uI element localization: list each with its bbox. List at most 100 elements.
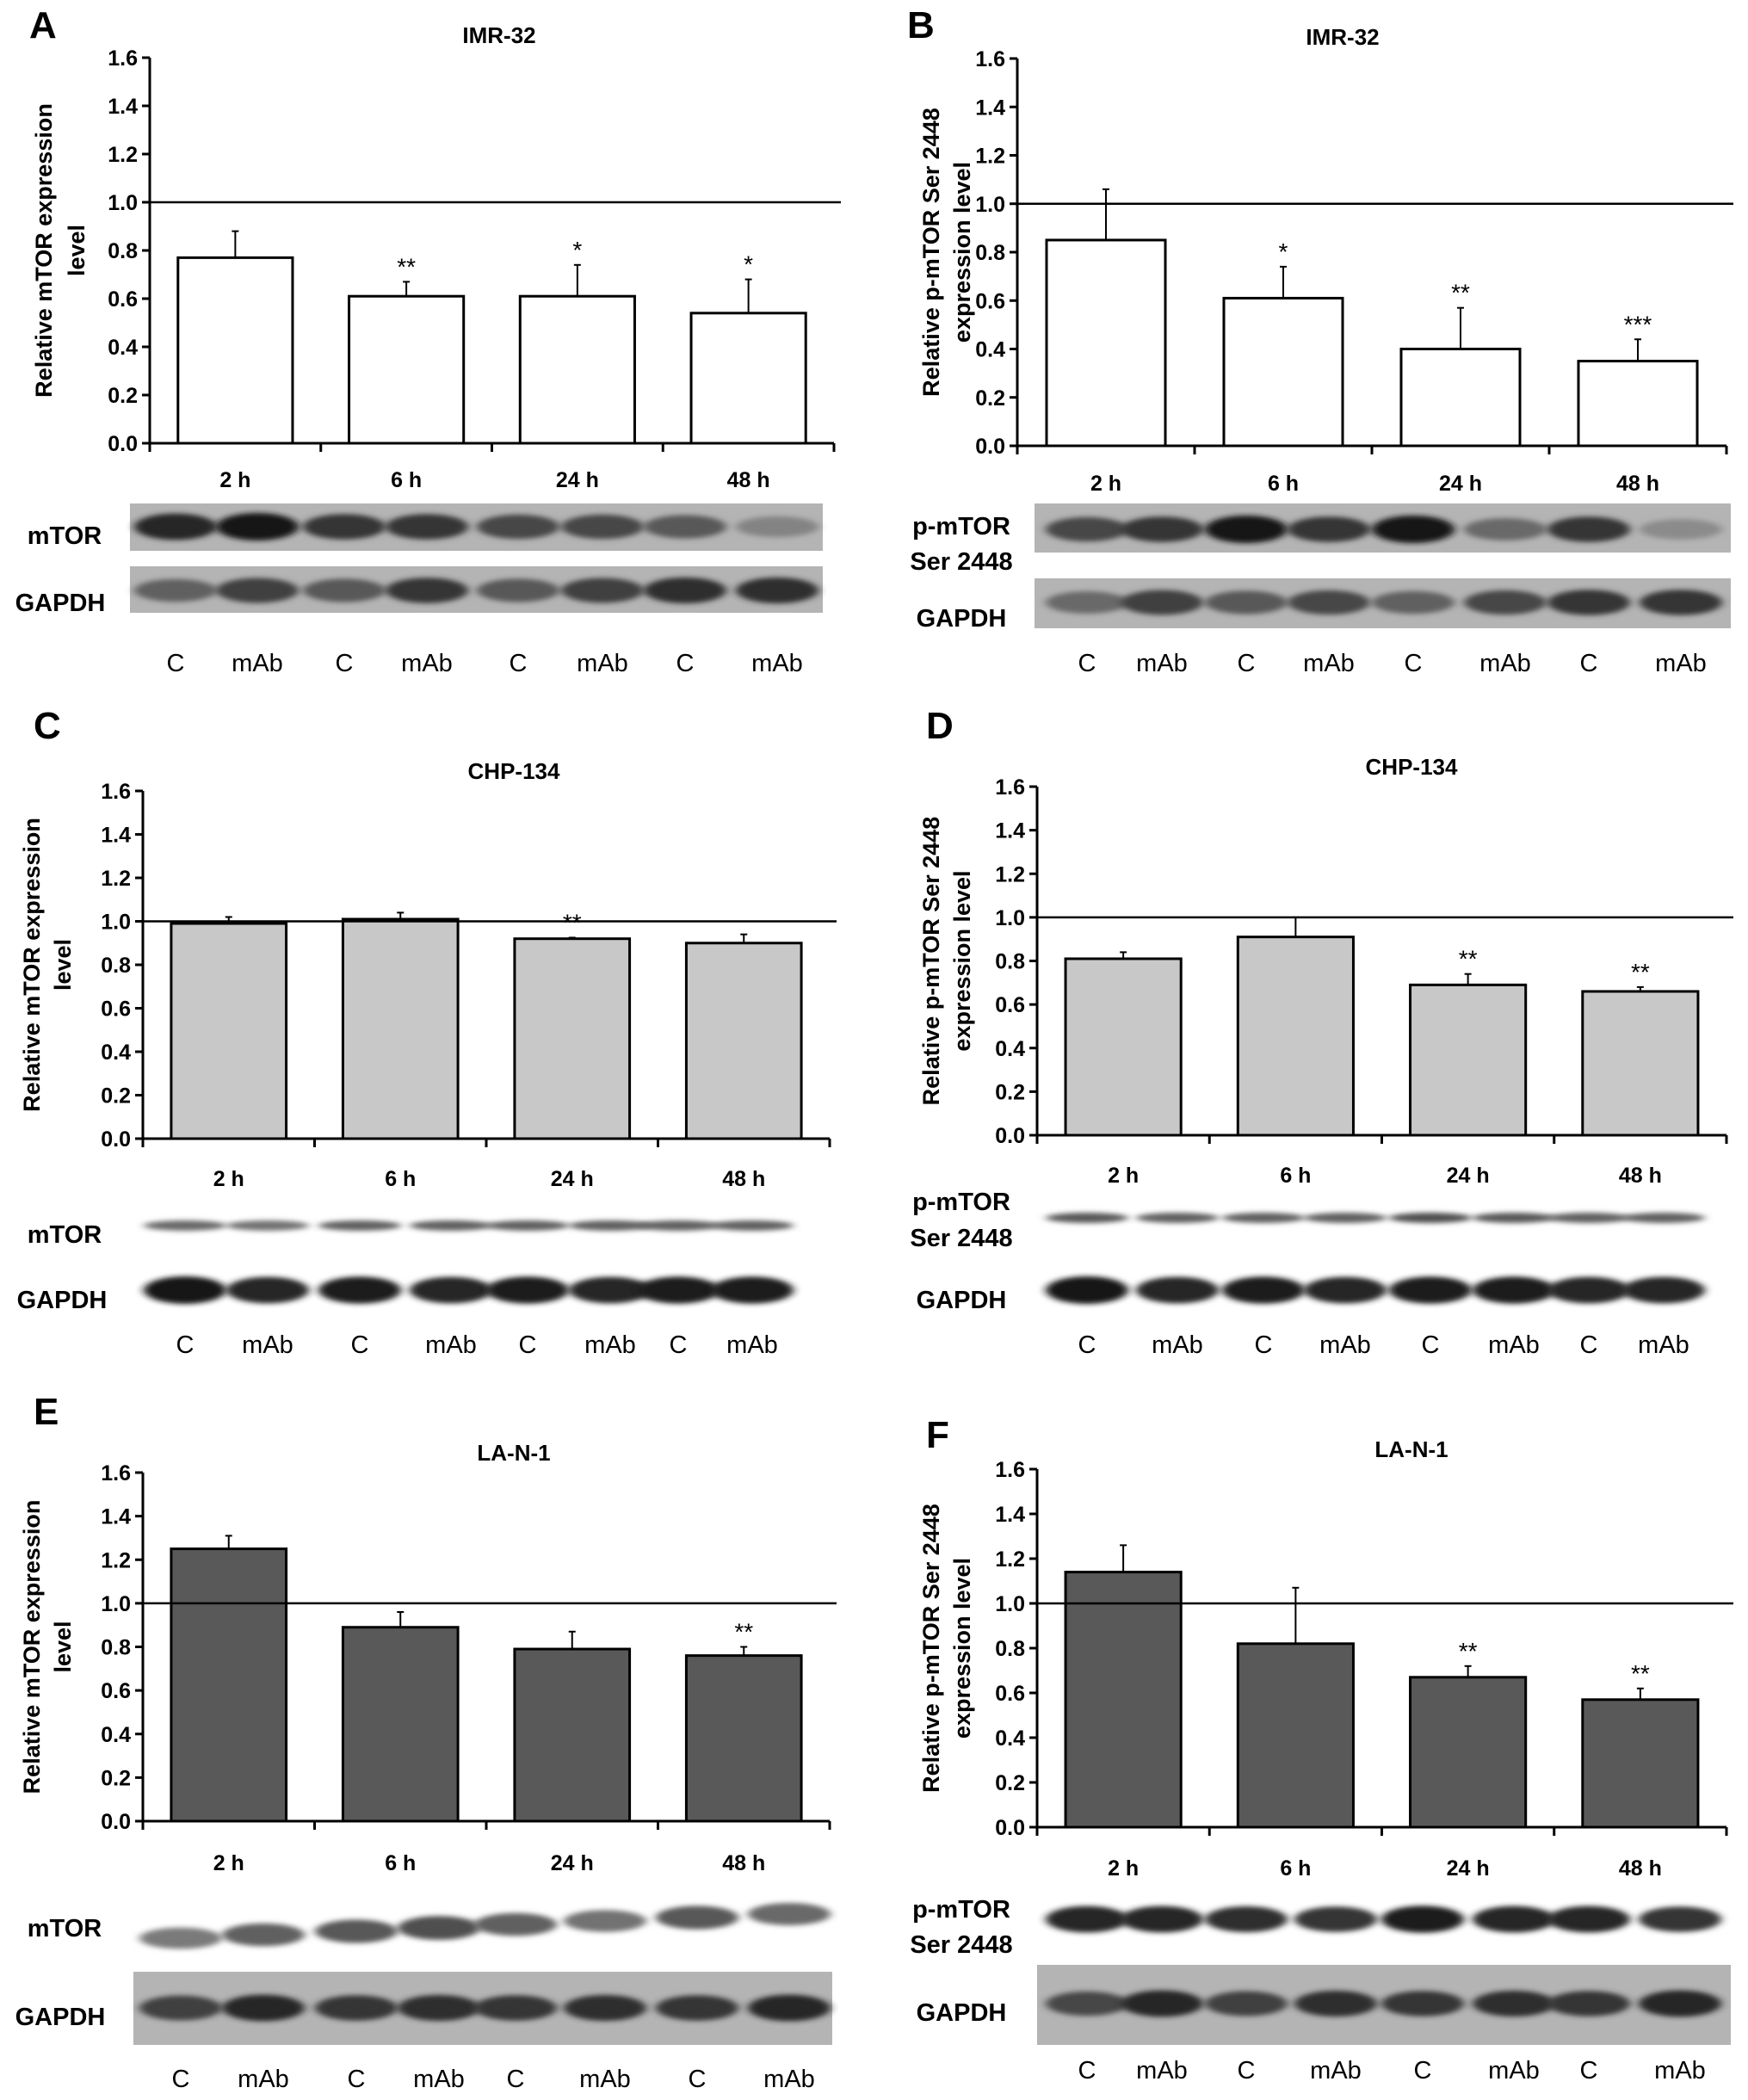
x-tick-label: 6 h: [1280, 1164, 1311, 1188]
chart-title: IMR-32: [1306, 24, 1379, 50]
blot-band: [1547, 1276, 1630, 1304]
blot-band: [303, 578, 386, 602]
bar-48h: [1581, 990, 1700, 1137]
blot-band: [410, 1220, 492, 1231]
blot-band: [1121, 590, 1203, 615]
x-tick-label: 48 h: [1616, 472, 1659, 496]
lane-label: mAb: [232, 650, 283, 677]
blot-band: [1622, 1276, 1705, 1304]
lane-label: mAb: [242, 1331, 293, 1359]
lane-label: mAb: [1638, 1331, 1689, 1359]
y-tick-label: 0.6: [108, 287, 138, 312]
y-tick-label: 0.8: [975, 241, 1005, 265]
y-tick-label: 1.4: [975, 96, 1005, 120]
blot-band: [1205, 1905, 1288, 1933]
blot-band: [1121, 1905, 1203, 1933]
blot-band: [1121, 516, 1203, 542]
blot-row-label: GAPDH: [917, 605, 1007, 633]
significance-marker: *: [744, 251, 753, 278]
lane-label: C: [351, 1331, 369, 1359]
blot-band: [134, 578, 217, 602]
lane-label: mAb: [1152, 1331, 1203, 1359]
y-tick-label: 0.8: [995, 1637, 1025, 1661]
x-tick-label: 48 h: [1619, 1164, 1662, 1188]
bar-6h: [341, 917, 460, 1140]
lane-label: C: [1238, 2057, 1256, 2085]
blot-band: [477, 578, 559, 602]
significance-marker: **: [1459, 946, 1478, 973]
y-tick-label: 1.6: [975, 47, 1005, 71]
blot-row-label: mTOR: [28, 1221, 102, 1249]
blot-band: [748, 1903, 831, 1925]
western-blot-row: [133, 1972, 832, 2045]
bar-48h: [684, 942, 803, 1140]
lane-label: mAb: [401, 650, 453, 677]
blot-band: [386, 578, 468, 603]
blot-band: [1622, 1213, 1705, 1223]
blot-band: [1473, 1213, 1555, 1223]
significance-marker: **: [1631, 959, 1650, 985]
lane-label: C: [176, 1331, 195, 1359]
y-tick-label: 0.6: [101, 998, 131, 1022]
x-tick-label: 2 h: [219, 468, 250, 492]
blot-band: [1464, 590, 1547, 615]
lane-label: mAb: [1136, 2057, 1188, 2085]
chart-title: CHP-134: [468, 758, 560, 784]
bar-24h: [513, 1647, 632, 1823]
lane-label: mAb: [1479, 650, 1531, 677]
blot-band: [564, 1910, 646, 1932]
y-axis-label: level: [64, 225, 90, 276]
y-axis-label: expression level: [949, 162, 975, 343]
lane-label: mAb: [1303, 650, 1355, 677]
panel-letter: D: [926, 705, 954, 747]
blot-band: [1372, 516, 1455, 543]
blot-band: [410, 1276, 492, 1304]
chart-title: LA-N-1: [477, 1440, 550, 1466]
blot-band: [1294, 1906, 1377, 1932]
x-tick-label: 2 h: [1108, 1856, 1139, 1881]
blot-band: [1136, 1276, 1219, 1304]
blot-band: [637, 1220, 720, 1231]
lane-label: C: [336, 650, 354, 677]
lane-label: mAb: [751, 650, 803, 677]
y-tick-label: 1.2: [995, 1547, 1025, 1572]
blot-band: [656, 1905, 738, 1930]
blot-band: [134, 513, 217, 540]
blot-band: [561, 578, 644, 603]
y-tick-label: 0.0: [975, 435, 1005, 459]
y-tick-label: 1.0: [108, 191, 138, 215]
blot-row-label: mTOR: [28, 1915, 102, 1942]
blot-band: [398, 1994, 480, 2022]
y-tick-label: 0.0: [101, 1810, 131, 1834]
significance-marker: **: [397, 253, 416, 280]
significance-marker: **: [1631, 1660, 1650, 1687]
bar-2h: [176, 256, 294, 445]
blot-band: [1473, 1905, 1555, 1933]
lane-label: C: [1078, 1331, 1096, 1359]
blot-band: [1046, 591, 1128, 614]
lane-label: mAb: [1319, 1331, 1371, 1359]
blot-row-label: Ser 2448: [910, 1225, 1012, 1252]
lane-label: C: [1238, 650, 1256, 677]
lane-label: mAb: [763, 2066, 815, 2093]
y-tick-label: 0.2: [101, 1766, 131, 1790]
y-tick-label: 0.0: [101, 1127, 131, 1152]
blot-band: [561, 514, 644, 540]
y-tick-label: 1.2: [101, 1548, 131, 1572]
lane-label: mAb: [584, 1331, 636, 1359]
blot-band: [1389, 1213, 1472, 1223]
lane-label: mAb: [1136, 650, 1188, 677]
bar-24h: [1409, 983, 1528, 1137]
bar-2h: [1045, 238, 1167, 448]
y-tick-label: 1.0: [975, 193, 1005, 217]
lane-label: mAb: [579, 2066, 631, 2093]
blot-band: [139, 1927, 222, 1949]
blot-band: [569, 1220, 652, 1231]
x-tick-label: 48 h: [1619, 1856, 1662, 1881]
blot-band: [564, 1994, 646, 2022]
significance-marker: **: [563, 909, 582, 936]
bar-2h: [1064, 1571, 1183, 1829]
blot-band: [1046, 1213, 1128, 1223]
blot-row-label: Ser 2448: [910, 1931, 1012, 1959]
